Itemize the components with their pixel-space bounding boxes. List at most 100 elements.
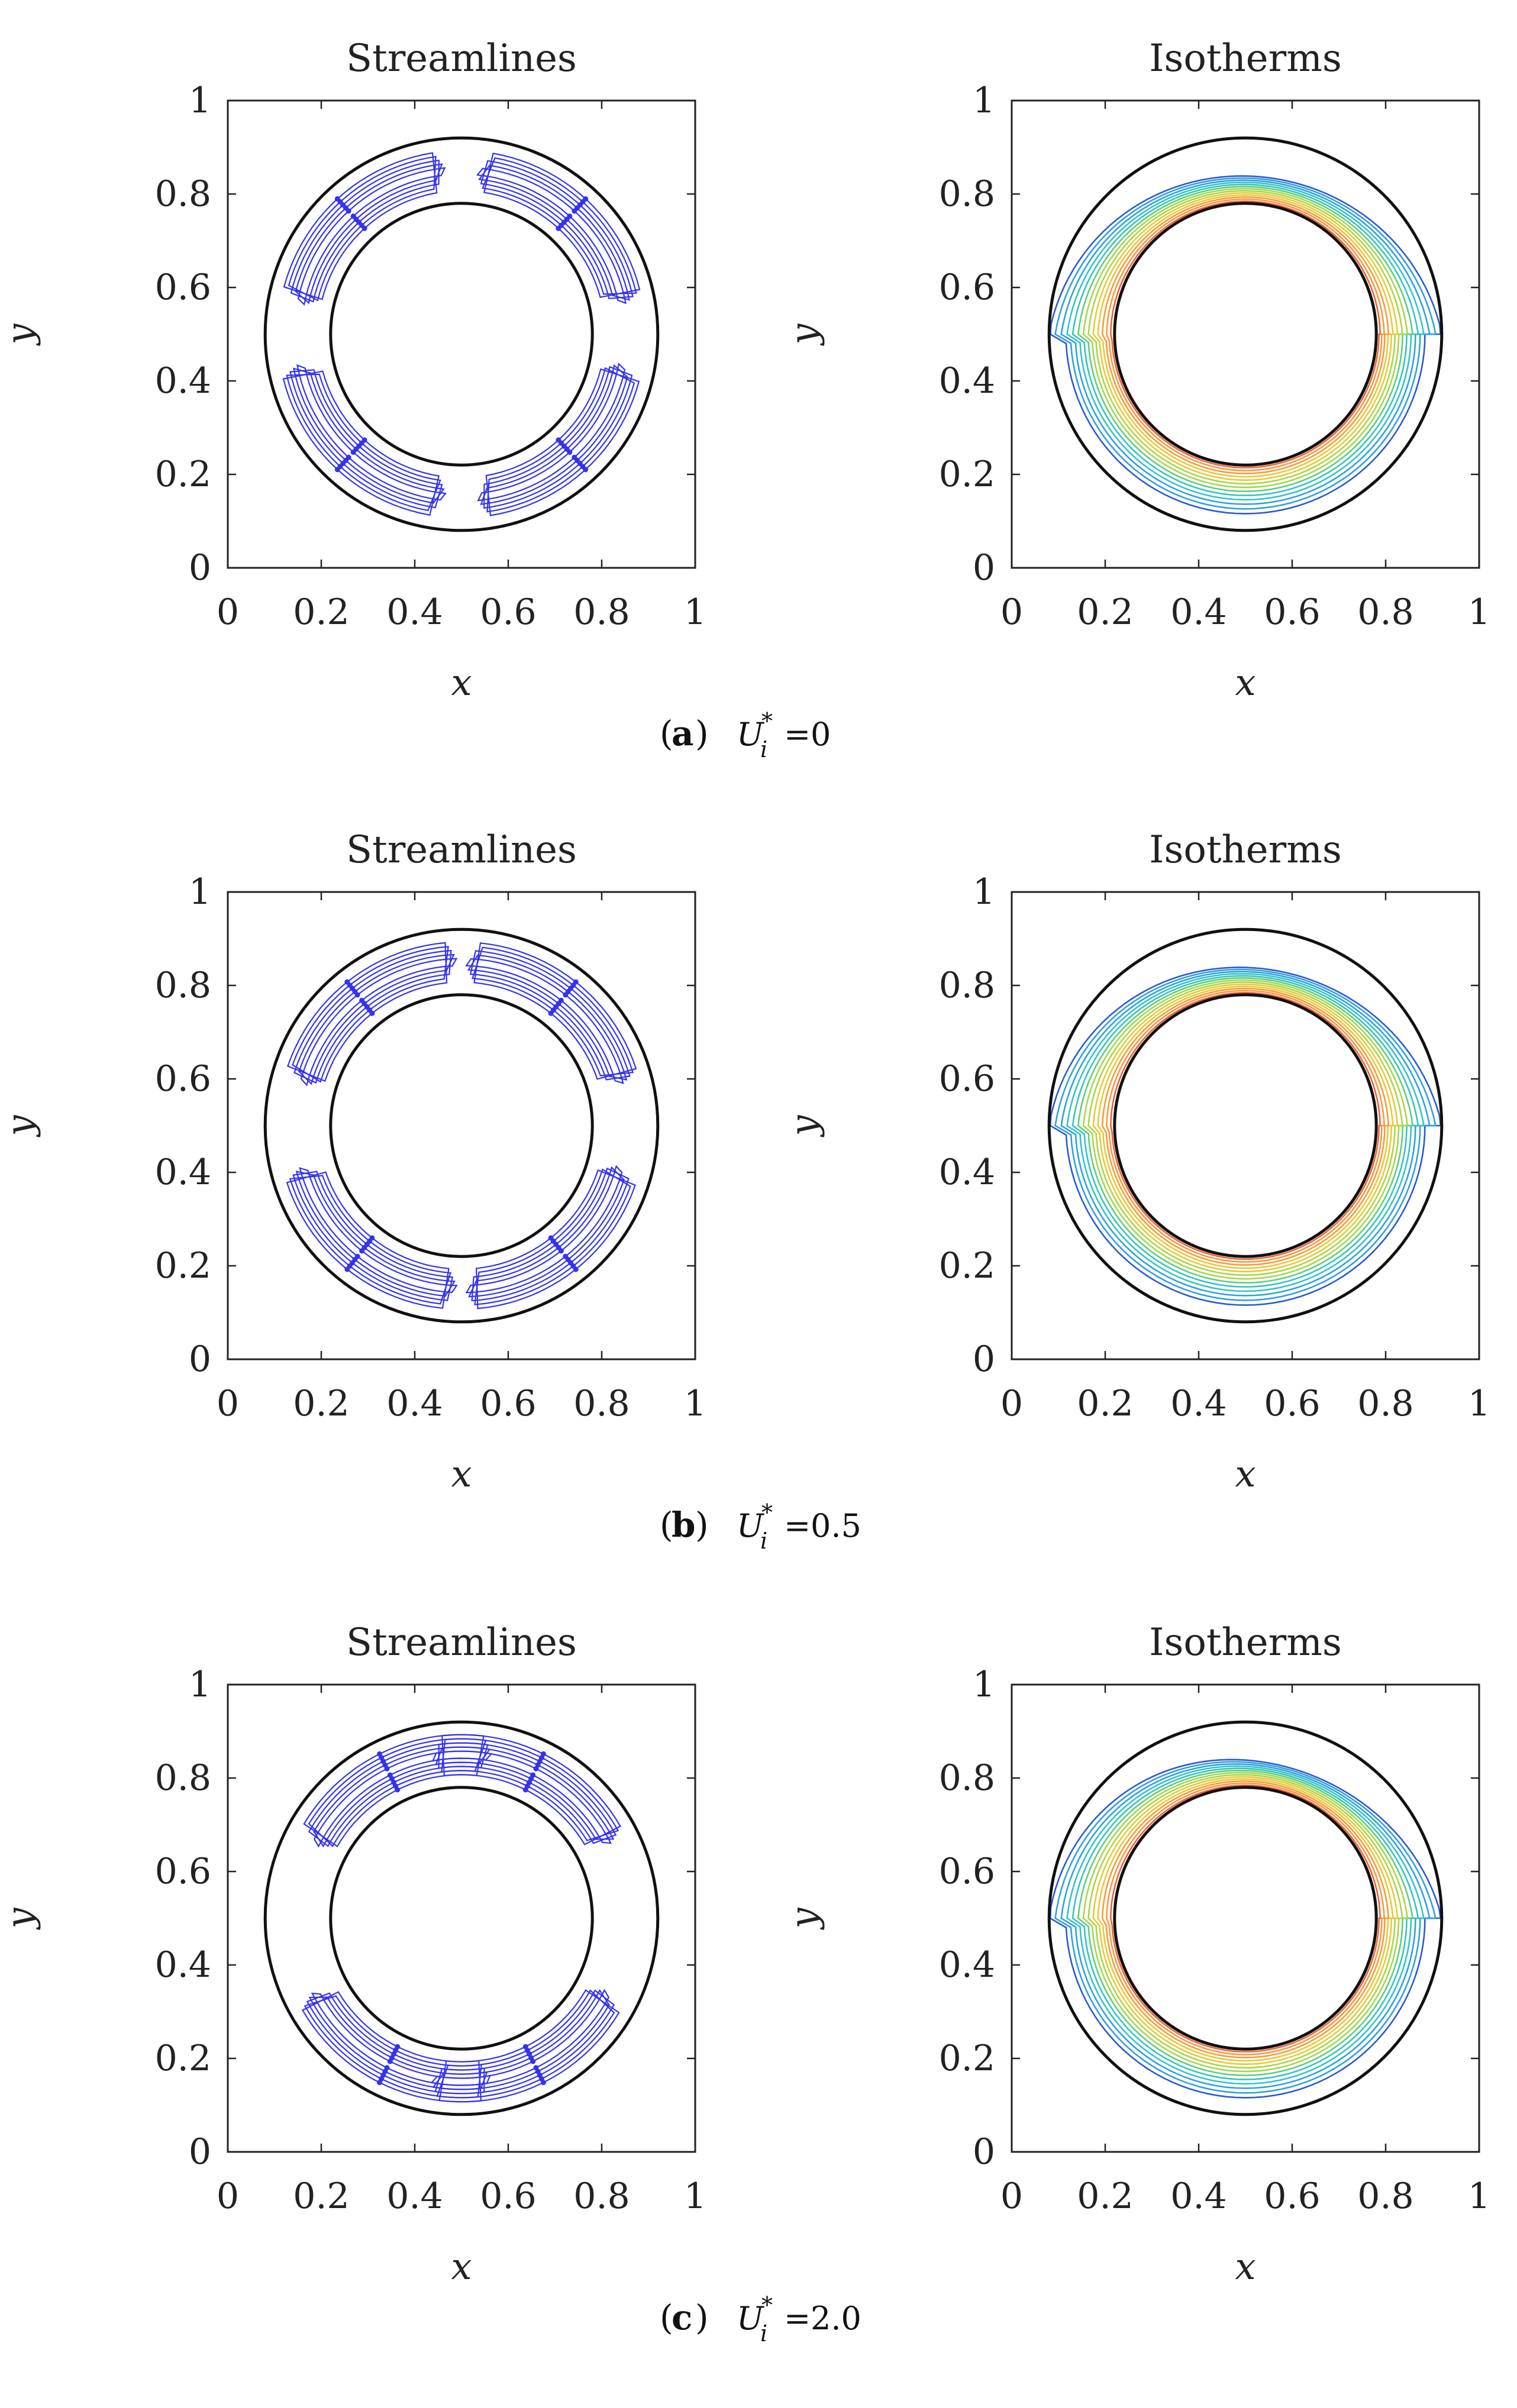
- y-tick-label: 0.6: [155, 1058, 211, 1100]
- x-tick-label: 1: [684, 592, 706, 633]
- x-tick-label: 0.2: [1077, 592, 1133, 633]
- isotherm-line: [1071, 975, 1419, 1288]
- streamline: [432, 1989, 610, 2090]
- streamline: [299, 1167, 458, 1294]
- y-tick-label: 0.4: [939, 360, 995, 402]
- x-tick-label: 0: [1000, 2176, 1023, 2217]
- streamline: [292, 946, 449, 1083]
- inner-cylinder-wall: [1113, 993, 1378, 1258]
- streamline-arrow: [522, 2044, 528, 2050]
- y-tick-label: 0.8: [939, 965, 995, 1006]
- plot-title: Streamlines: [346, 1621, 577, 1664]
- streamline-arrow: [344, 979, 350, 985]
- inner-cylinder-wall: [329, 993, 594, 1258]
- y-tick-label: 1: [973, 80, 995, 121]
- x-tick-label: 0: [217, 592, 239, 633]
- caption-symbol: U: [737, 716, 764, 753]
- streamline: [477, 363, 626, 502]
- streamline: [468, 1166, 625, 1298]
- streamline-arrow: [395, 1787, 401, 1793]
- caption-value: 2.0: [811, 2300, 861, 2337]
- isotherm-line: [1097, 985, 1394, 1269]
- streamline: [480, 160, 634, 299]
- streamline-arrow: [556, 225, 561, 231]
- streamline: [292, 1171, 454, 1301]
- isotherm-line: [1101, 987, 1390, 1266]
- isotherm-line: [1092, 192, 1399, 481]
- isotherms-plot-2: Isotherms 0 0.2 0.4 0.6 0.8 1 0 0.2 0.4 0.6 0.8 1 x y: [782, 1621, 1490, 2288]
- isotherm-line: [1049, 967, 1442, 1306]
- plot-frame: [1011, 1683, 1480, 2153]
- isotherm-line: [1060, 179, 1431, 505]
- isotherm-line: [1097, 194, 1394, 478]
- plot-title: Streamlines: [346, 828, 577, 872]
- caption-subscript: i: [760, 736, 767, 762]
- y-tick-label: 0.6: [939, 1851, 995, 1892]
- streamline: [286, 942, 448, 1082]
- y-tick-label: 0: [973, 2131, 995, 2173]
- isotherm-line: [1077, 977, 1414, 1284]
- y-tick-label: 0.8: [155, 173, 211, 215]
- y-axis-label: y: [782, 1115, 825, 1138]
- y-tick-label: 0: [189, 2131, 211, 2173]
- streamline: [286, 1171, 450, 1309]
- x-tick-label: 0.6: [480, 1383, 536, 1424]
- x-axis-label: x: [1235, 1452, 1256, 1495]
- streamline: [465, 1165, 623, 1294]
- streamline-arrow: [522, 1787, 528, 1793]
- y-tick-label: 0.8: [155, 965, 211, 1006]
- y-axis-label: y: [0, 324, 41, 347]
- isotherm-line: [1087, 981, 1403, 1276]
- streamlines-plot-0: Streamlines 0 0.2 0.4 0.6 0.8 1 0 0.2 0.4 0.6 0.8 1 x…: [0, 37, 706, 704]
- streamline: [438, 1989, 620, 2103]
- y-tick-label: 1: [189, 871, 211, 913]
- streamline: [474, 1168, 631, 1305]
- streamline: [435, 1746, 615, 1840]
- y-tick-label: 0.2: [155, 454, 211, 495]
- y-tick-label: 0: [189, 547, 211, 589]
- x-tick-label: 1: [1468, 592, 1490, 633]
- x-tick-label: 0.2: [293, 2176, 349, 2217]
- y-axis-label: y: [0, 1115, 41, 1138]
- x-tick-label: 0.8: [1357, 1383, 1413, 1424]
- x-tick-label: 0.8: [573, 1383, 630, 1424]
- plot-frame: [227, 1683, 696, 2153]
- x-tick-label: 0.4: [1170, 1383, 1226, 1424]
- x-axis-label: x: [451, 2245, 472, 2288]
- caption-symbol: U: [737, 1507, 764, 1544]
- isotherm-line: [1087, 190, 1403, 485]
- streamline: [308, 1996, 488, 2090]
- streamline: [475, 1169, 637, 1310]
- streamline-arrow: [334, 467, 340, 473]
- streamline: [476, 167, 627, 305]
- streamlines-plot-2: Streamlines 0 0.2 0.4 0.6 0.8 1 0 0.2 0.4 0.6 0.8 1 x…: [0, 1621, 706, 2288]
- isotherm-line: [1092, 1776, 1399, 2066]
- x-tick-label: 1: [1468, 1383, 1490, 1424]
- isotherm-line: [1106, 990, 1385, 1263]
- caption-equals: =: [784, 716, 811, 753]
- x-tick-label: 0.4: [386, 1383, 443, 1424]
- inner-cylinder-wall: [1113, 202, 1378, 467]
- caption-letter: b: [672, 1505, 696, 1545]
- streamline-arrow: [377, 1751, 382, 1757]
- streamlines-plot-1: Streamlines 0 0.2 0.4 0.6 0.8 1 0 0.2 0.4 0.6 0.8 1 x…: [0, 828, 706, 1495]
- y-axis-label: y: [782, 324, 825, 347]
- isotherm-line: [1097, 1778, 1394, 2062]
- caption-subscript: i: [760, 2320, 767, 2346]
- isotherm-line: [1092, 983, 1399, 1273]
- plot-frame: [1011, 891, 1480, 1360]
- x-tick-label: 0.6: [480, 2176, 536, 2217]
- streamline: [296, 364, 447, 501]
- y-tick-label: 0.6: [939, 1058, 995, 1100]
- streamline: [293, 949, 452, 1084]
- x-tick-label: 0: [217, 1383, 239, 1424]
- y-tick-label: 1: [973, 871, 995, 913]
- x-tick-label: 0.6: [1264, 1383, 1320, 1424]
- x-tick-label: 0.4: [386, 2176, 443, 2217]
- outer-cylinder-wall: [1047, 136, 1444, 532]
- streamline-arrow: [541, 1751, 546, 1757]
- isotherm-line: [1106, 1782, 1385, 2055]
- plot-frame: [227, 891, 696, 1360]
- streamline: [295, 1171, 456, 1297]
- streamline: [282, 370, 440, 516]
